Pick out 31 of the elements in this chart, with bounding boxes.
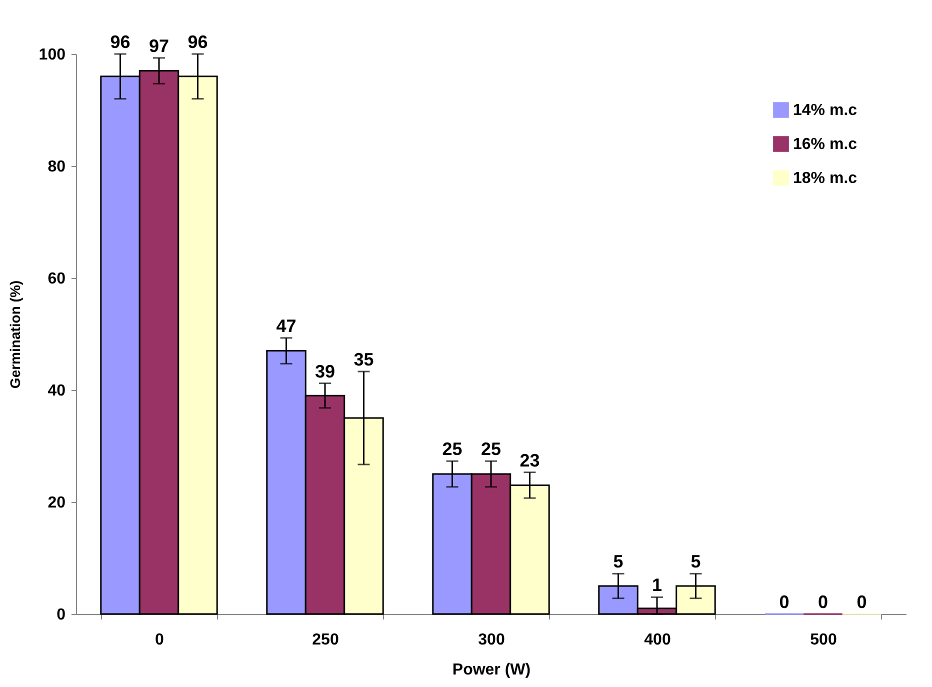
x-axis-title: Power (W) — [452, 662, 531, 678]
y-tick-label: 0 — [56, 606, 66, 624]
y-tick-label: 40 — [48, 382, 66, 400]
x-tick-label: 0 — [155, 632, 164, 648]
data-label: 97 — [148, 36, 170, 56]
data-label: 96 — [110, 32, 130, 52]
y-axis-title: Germination (%) — [6, 280, 23, 389]
legend-label: 14% m.c — [793, 102, 858, 119]
x-tick-label: 400 — [644, 632, 671, 648]
data-label: 0 — [779, 592, 790, 612]
data-label: 1 — [652, 575, 662, 596]
data-label: 39 — [314, 361, 336, 382]
data-label: 96 — [188, 32, 208, 52]
data-label: 35 — [354, 350, 374, 370]
y-tick-label: 60 — [48, 270, 66, 288]
x-tick-label: 500 — [810, 632, 837, 648]
data-label: 5 — [613, 552, 624, 572]
y-tick-label: 20 — [48, 494, 66, 512]
y-tick-label: 100 — [38, 46, 66, 64]
legend-label: 16% m.c — [793, 136, 858, 153]
y-tick-label: 80 — [48, 158, 66, 176]
data-label: 25 — [442, 439, 462, 460]
legend-label: 18% m.c — [793, 170, 858, 187]
x-tick-label: 300 — [478, 632, 505, 648]
data-label: 5 — [690, 552, 701, 572]
data-label: 0 — [856, 592, 867, 612]
x-tick-label: 250 — [312, 632, 339, 648]
data-label: 47 — [276, 316, 296, 336]
data-label: 0 — [818, 592, 828, 612]
data-label: 25 — [480, 439, 502, 460]
data-label: 23 — [520, 450, 540, 470]
